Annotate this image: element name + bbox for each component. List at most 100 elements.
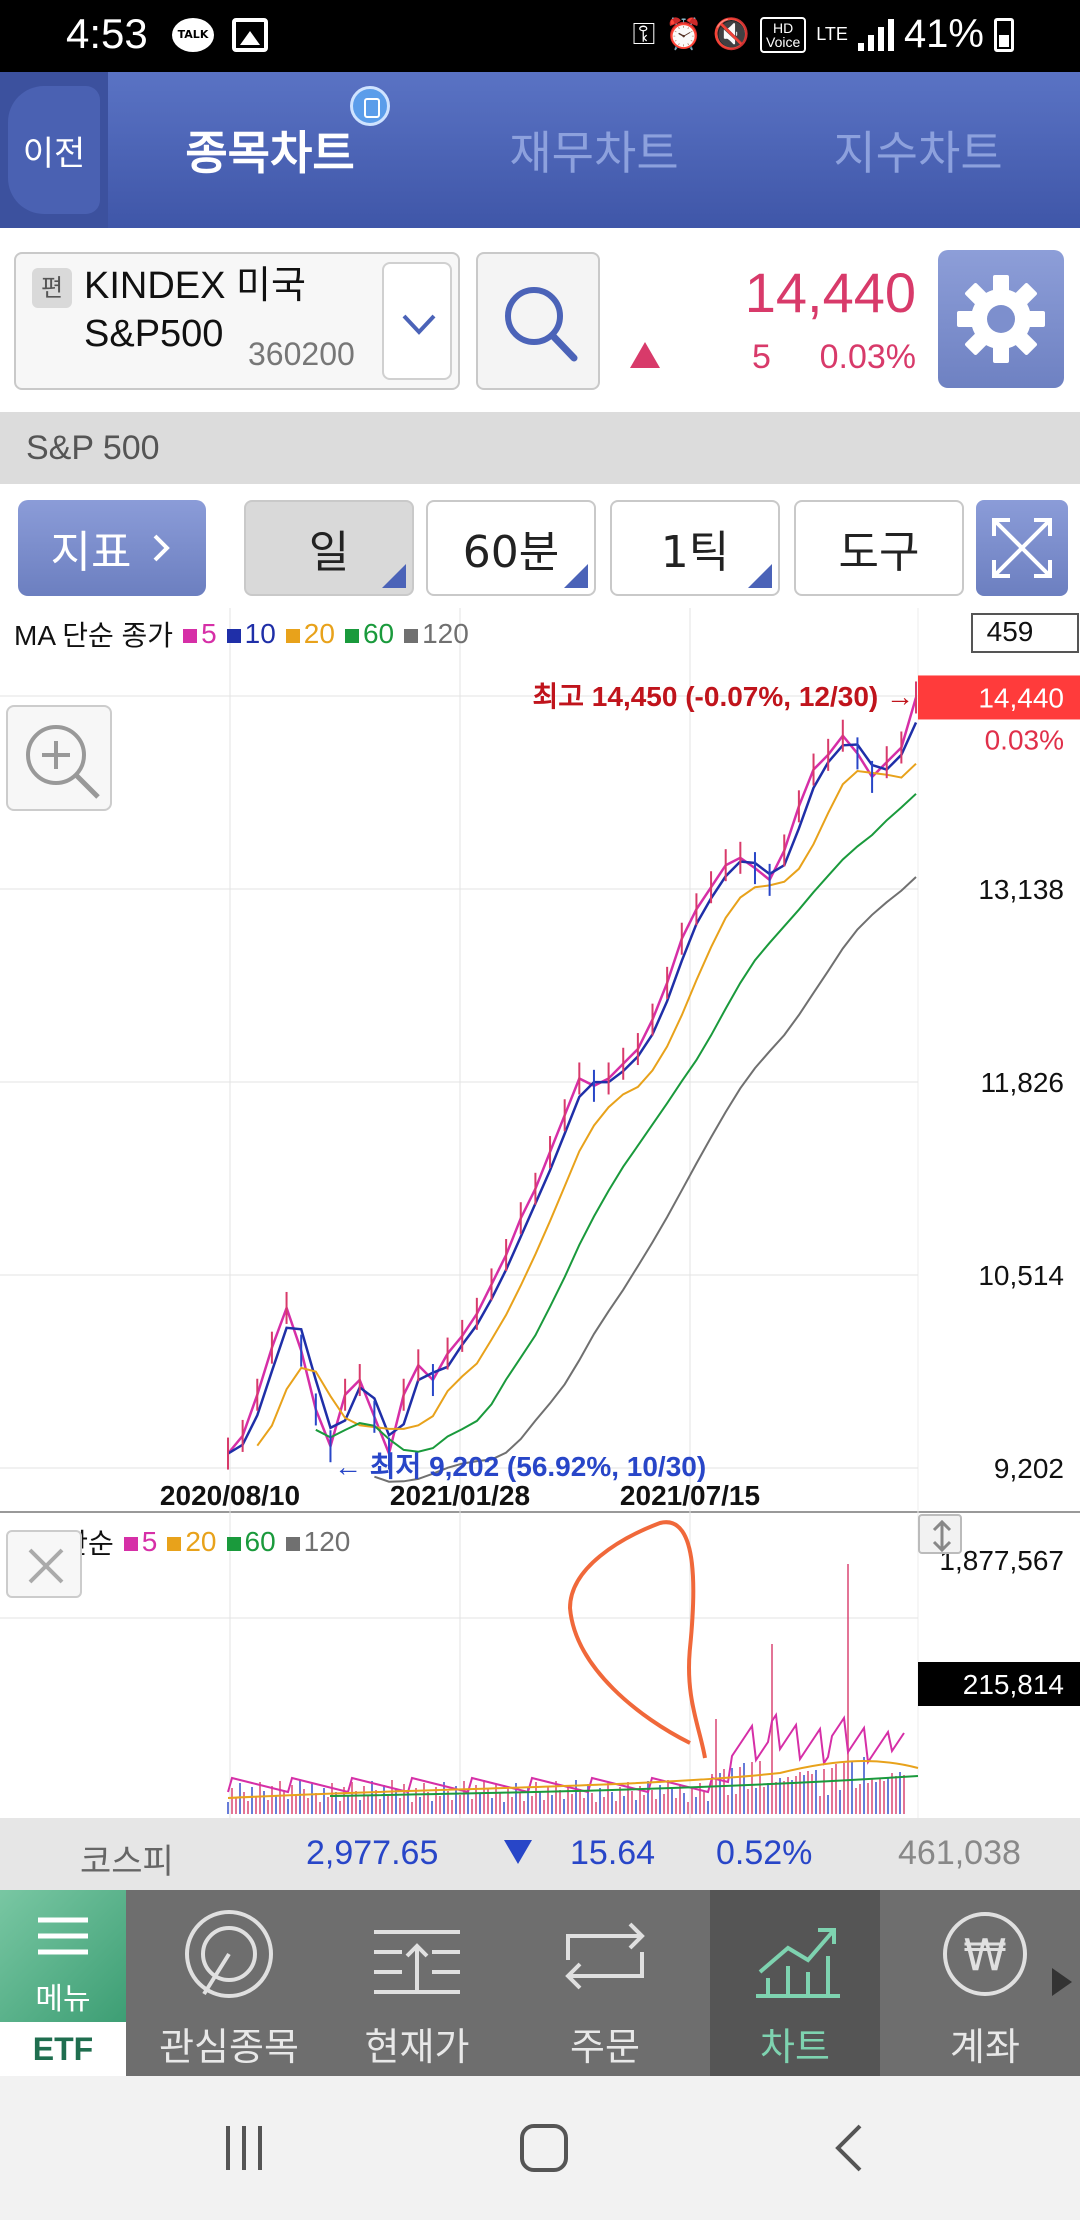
tools-button[interactable]: 도구 bbox=[794, 500, 964, 596]
nav-current-price[interactable]: 현재가 bbox=[332, 1890, 502, 2076]
expand-icon bbox=[992, 518, 1052, 578]
volume-current-box bbox=[918, 1662, 1080, 1706]
indicator-label: 지표 bbox=[50, 527, 132, 578]
battery-percent: 41% bbox=[903, 12, 984, 56]
chart-type-tabs: 이전 종목차트 재무차트 지수차트 bbox=[0, 72, 1080, 228]
back-button-label: 이전 bbox=[8, 86, 100, 214]
ma-series-line bbox=[374, 876, 917, 1483]
tab-stock-chart[interactable]: 종목차트 bbox=[185, 126, 355, 180]
edit-badge[interactable]: 편 bbox=[32, 268, 72, 308]
gallery-notification-icon bbox=[232, 18, 268, 52]
volume-ma5-line bbox=[227, 1712, 905, 1794]
period-day-button[interactable]: 일 bbox=[244, 500, 414, 596]
min-annotation: ← 최저 9,202 (56.92%, 10/30) bbox=[334, 1451, 706, 1482]
y-tick-label: 13,138 bbox=[978, 874, 1064, 905]
price-change: 5 bbox=[752, 338, 771, 376]
chart-toolbar: 지표 일 60분 1틱 도구 bbox=[0, 484, 1080, 606]
chevron-down-icon bbox=[402, 314, 436, 335]
up-arrow-icon bbox=[630, 342, 660, 368]
period-60min-button[interactable]: 60분 bbox=[426, 500, 596, 596]
dropdown-corner-icon bbox=[748, 564, 772, 588]
scroll-right-icon[interactable] bbox=[1052, 1968, 1072, 1996]
stock-name: KINDEX 미국S&P500 bbox=[84, 265, 306, 355]
hamburger-icon bbox=[38, 1917, 88, 1955]
stock-code: 360200 bbox=[248, 336, 355, 372]
period-day-label: 일 bbox=[308, 527, 350, 578]
x-tick-label: 2021/07/15 bbox=[620, 1480, 760, 1511]
settings-button[interactable] bbox=[938, 250, 1064, 388]
notification-badge-icon[interactable] bbox=[350, 86, 390, 126]
alarm-icon: ⏰ bbox=[665, 18, 703, 51]
tools-label: 도구 bbox=[838, 527, 920, 578]
vertical-arrows-icon bbox=[932, 1519, 952, 1553]
nav-chart-label: 차트 bbox=[760, 2025, 830, 2069]
signal-icon bbox=[857, 18, 894, 51]
nav-watchlist-label: 관심종목 bbox=[159, 2025, 299, 2069]
stock-header: 편 KINDEX 미국S&P500 360200 14,440 5 0.03% bbox=[0, 228, 1080, 412]
hand-drawn-circle bbox=[567, 1520, 707, 1759]
menu-button[interactable]: 메뉴 ETF bbox=[0, 1890, 126, 2076]
kospi-volume: 461,038 bbox=[898, 1834, 1021, 1872]
kospi-bar[interactable]: 코스피 2,977.65 15.64 0.52% 461,038 bbox=[0, 1818, 1080, 1890]
nav-current-price-label: 현재가 bbox=[364, 2025, 470, 2069]
search-button[interactable] bbox=[476, 252, 600, 390]
tab-financial-chart[interactable]: 재무차트 bbox=[509, 126, 679, 180]
price-legend: MA 단순 종가 5 10 20 60 120 bbox=[14, 614, 469, 654]
kospi-change: 15.64 bbox=[570, 1834, 656, 1872]
mute-icon: 🔇 bbox=[712, 18, 750, 51]
zoom-in-button[interactable] bbox=[6, 705, 112, 811]
legend-ma5: 5 bbox=[183, 618, 217, 650]
volume-ma60-line bbox=[329, 1775, 919, 1797]
back-nav-button[interactable] bbox=[830, 2122, 870, 2178]
kospi-change-percent: 0.52% bbox=[716, 1834, 813, 1872]
current-price-box bbox=[918, 675, 1080, 720]
status-bar: 4:53 TALK ⚿ ⏰ 🔇 HD Voice LTE 41% bbox=[0, 0, 1080, 72]
kospi-label: 코스피 bbox=[80, 1843, 174, 1881]
back-button[interactable]: 이전 bbox=[0, 72, 108, 228]
volume-current-label: 215,814 bbox=[963, 1669, 1064, 1700]
period-tick-button[interactable]: 1틱 bbox=[610, 500, 780, 596]
current-price-label: 14,440 bbox=[978, 682, 1064, 713]
svg-text:₩: ₩ bbox=[963, 1930, 1007, 1981]
stock-dropdown-button[interactable] bbox=[382, 262, 452, 380]
legend-ma10: 10 bbox=[226, 618, 276, 650]
fullscreen-button[interactable] bbox=[976, 500, 1068, 596]
y-tick-label: 11,826 bbox=[980, 1067, 1064, 1098]
legend-vma120: 120 bbox=[285, 1526, 350, 1558]
nav-account[interactable]: ₩ 계좌 bbox=[900, 1890, 1070, 2076]
stock-selector[interactable]: 편 KINDEX 미국S&P500 360200 bbox=[14, 252, 460, 390]
y-tick-label: 9,202 bbox=[994, 1453, 1064, 1484]
price-change-percent: 0.03% bbox=[819, 338, 916, 376]
ma-series-line bbox=[227, 721, 918, 1455]
index-name: S&P 500 bbox=[0, 412, 1080, 484]
resize-panel-button[interactable] bbox=[918, 1514, 962, 1554]
menu-label: 메뉴 bbox=[35, 1982, 91, 2017]
indicator-button[interactable]: 지표 bbox=[18, 500, 206, 596]
kakaotalk-notification-icon: TALK bbox=[172, 18, 214, 52]
price-chart[interactable]: 459 13,138 11,826 10,514 9,202 14,440 0.03% 최고 … bbox=[0, 608, 1080, 1818]
home-button[interactable] bbox=[518, 2122, 570, 2178]
close-volume-button[interactable] bbox=[6, 1530, 82, 1598]
current-price-icon bbox=[374, 1930, 460, 1994]
nav-order[interactable]: 주문 bbox=[520, 1890, 690, 2076]
down-arrow-icon bbox=[504, 1840, 532, 1864]
tab-index-chart[interactable]: 지수차트 bbox=[833, 126, 1003, 180]
won-icon: ₩ bbox=[943, 1912, 1027, 1996]
period-tick-label: 1틱 bbox=[660, 527, 730, 578]
nav-chart[interactable]: 차트 bbox=[710, 1890, 880, 2076]
watchlist-icon bbox=[185, 1910, 273, 1998]
nav-watchlist[interactable]: 관심종목 bbox=[144, 1890, 314, 2076]
hd-voice-icon: HD Voice bbox=[760, 16, 807, 53]
system-navigation bbox=[0, 2076, 1080, 2220]
legend-vma20: 20 bbox=[167, 1526, 217, 1558]
legend-ma20: 20 bbox=[285, 618, 335, 650]
volume-ma20-line bbox=[227, 1760, 919, 1799]
chevron-right-icon bbox=[154, 534, 171, 562]
legend-ma60: 60 bbox=[344, 618, 394, 650]
legend-vma60: 60 bbox=[226, 1526, 276, 1558]
max-annotation: 최고 14,450 (-0.07%, 12/30) → bbox=[533, 681, 915, 712]
kospi-value: 2,977.65 bbox=[306, 1834, 439, 1872]
legend-ma120: 120 bbox=[404, 618, 469, 650]
battery-icon bbox=[994, 17, 1014, 52]
recent-apps-button[interactable] bbox=[220, 2122, 270, 2178]
